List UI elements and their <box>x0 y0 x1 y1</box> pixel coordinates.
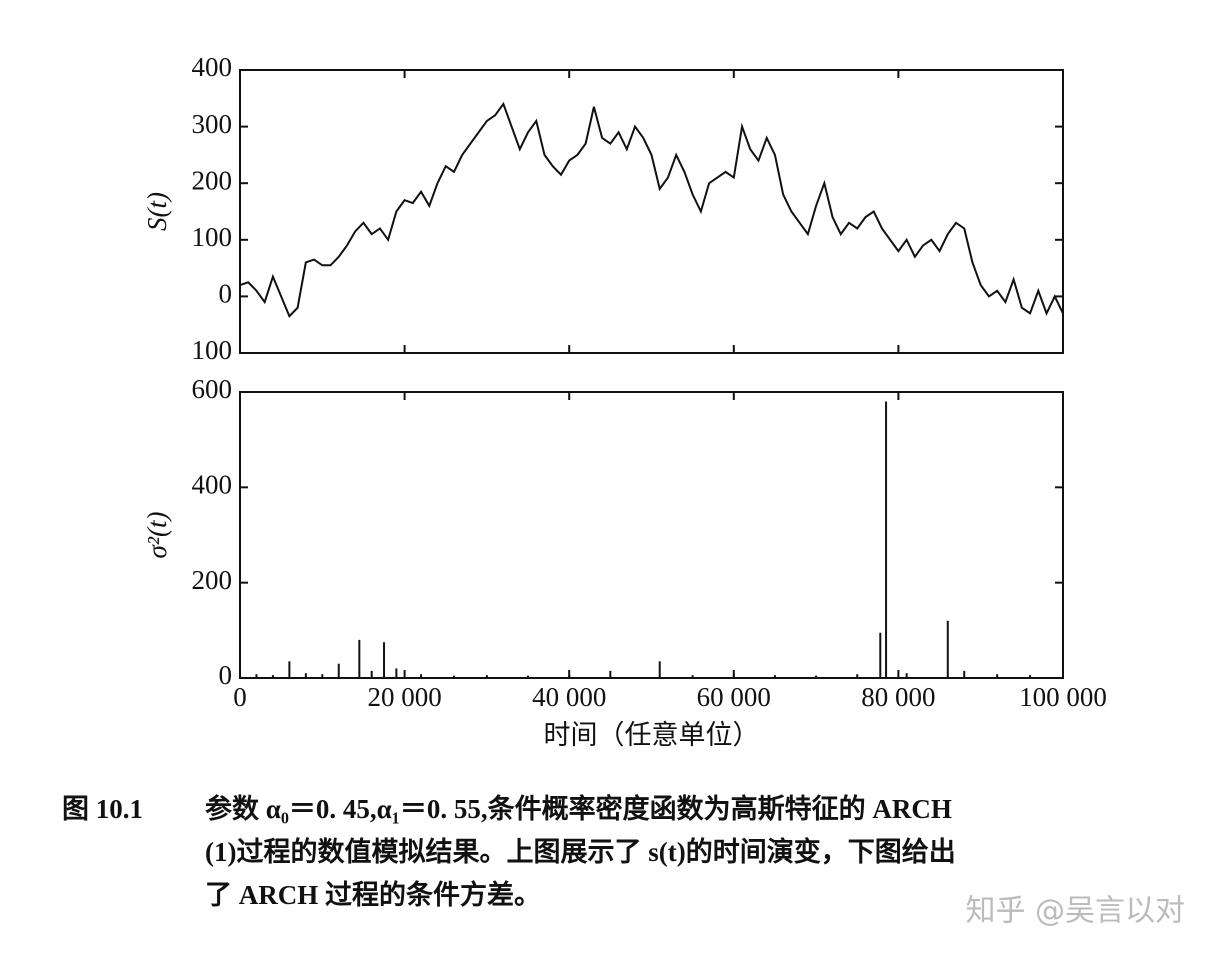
y-axis-label: σ²(t) <box>142 512 172 559</box>
x-tick-label: 0 <box>233 682 247 712</box>
y-axis-label: S(t) <box>142 192 172 231</box>
y-tick-label: 200 <box>192 165 233 195</box>
y-tick-label: 300 <box>192 109 233 139</box>
x-axis-label: 时间（任意单位） <box>544 720 760 750</box>
x-tick-label: 60 000 <box>697 682 771 712</box>
y-tick-label: 600 <box>192 374 233 404</box>
x-tick-label: 20 000 <box>367 682 441 712</box>
y-tick-label: 400 <box>192 52 233 82</box>
data-line <box>239 101 1064 318</box>
plot-frame <box>239 69 1064 354</box>
caption-label: 图 10.1 <box>62 794 143 824</box>
y-tick-label: 400 <box>192 470 233 500</box>
x-tick-label: 80 000 <box>861 682 935 712</box>
y-tick-label: 0 <box>219 660 233 690</box>
y-tick-label: 100 <box>192 222 233 252</box>
caption-line: (1)过程的数值模拟结果。上图展示了 s(t)的时间演变，下图给出 <box>205 836 956 867</box>
caption-line: 了 ARCH 过程的条件方差。 <box>205 879 541 910</box>
caption-line: 参数 α₀＝0. 45,α₁＝0. 55,条件概率密度函数为高斯特征的 ARCH <box>205 793 952 824</box>
y-tick-label: 100 <box>192 335 233 365</box>
y-tick-label: 200 <box>192 565 233 595</box>
x-tick-label: 100 000 <box>1019 682 1107 712</box>
x-tick-label: 40 000 <box>532 682 606 712</box>
watermark: 知乎 @吴言以对 <box>965 894 1185 929</box>
plot-frame <box>239 391 1064 679</box>
y-tick-label: 0 <box>219 279 233 309</box>
